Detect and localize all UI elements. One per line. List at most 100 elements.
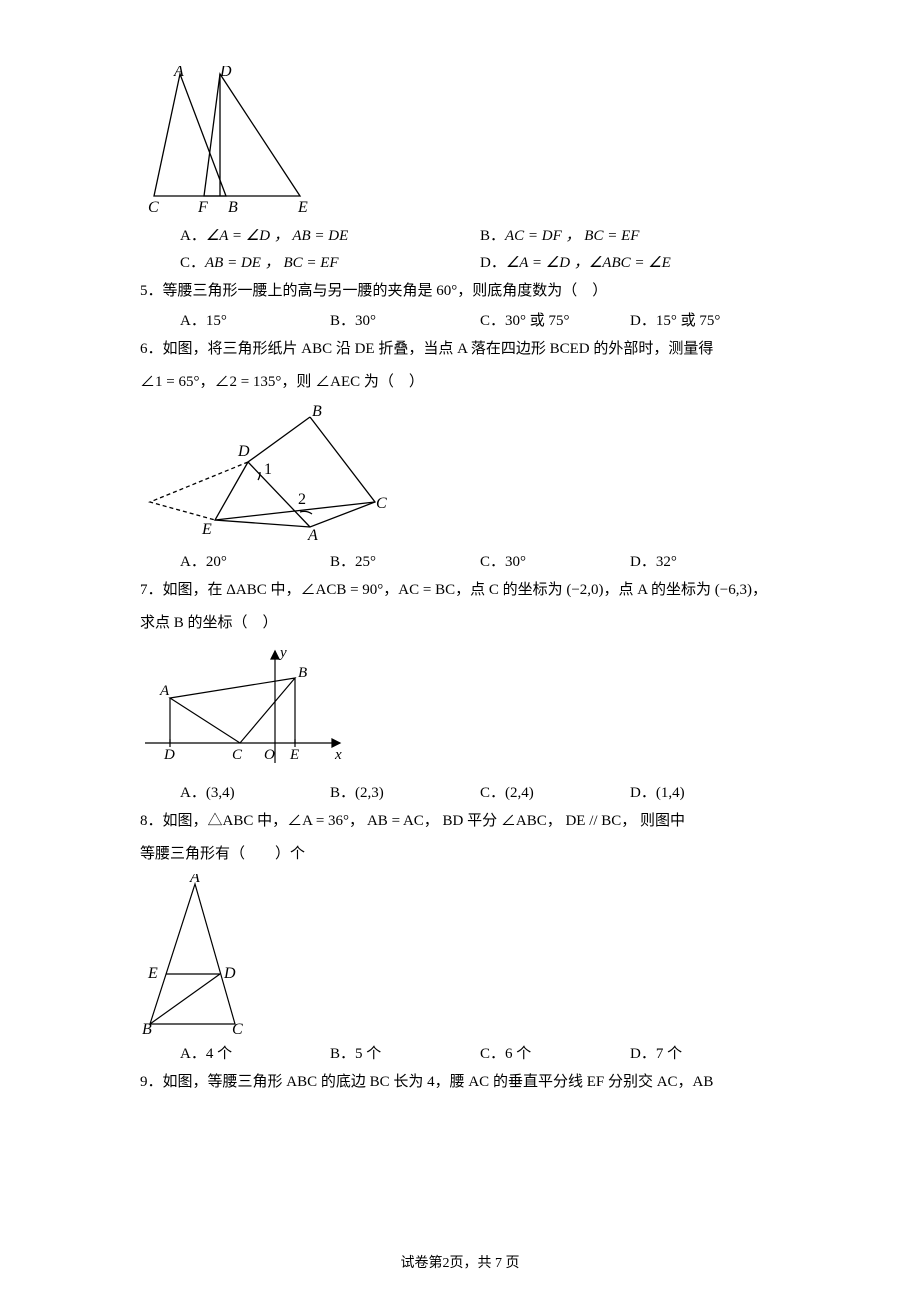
q7-svg: y x A B C D O E [140, 643, 350, 773]
q4-figure: A D C F B E [140, 66, 780, 216]
label-C: C [232, 1021, 243, 1034]
opt-text: (1,4) [656, 785, 685, 801]
label-E: E [289, 747, 299, 763]
label-O: O [264, 747, 275, 763]
q4-svg: A D C F B E [140, 66, 330, 216]
opt-prefix: B． [330, 554, 355, 570]
q6-opt-a: A．20° [180, 550, 330, 571]
opt-prefix: B． [480, 228, 505, 244]
opt-prefix: D． [480, 255, 506, 271]
opt-text: 6 个 [505, 1046, 531, 1062]
q5-opt-d: D．15° 或 75° [630, 309, 780, 330]
opt-prefix: B． [330, 313, 355, 329]
label-A: A [159, 683, 170, 699]
q5-opt-b: B．30° [330, 309, 480, 330]
q7-options: A．(3,4) B．(2,3) C．(2,4) D．(1,4) [180, 781, 780, 802]
label-E: E [297, 199, 308, 216]
opt-text: 25° [355, 554, 376, 570]
q5-opt-c: C．30° 或 75° [480, 309, 630, 330]
q4-opt-a: A．∠A = ∠D ， AB = DE [180, 224, 480, 245]
opt-prefix: A． [180, 228, 206, 244]
q6-opt-c: C．30° [480, 550, 630, 571]
label-B: B [298, 665, 307, 681]
q6-figure: B D E A C 1 2 [140, 402, 780, 542]
label-y: y [278, 645, 287, 661]
opt-text: 7 个 [656, 1046, 682, 1062]
q8-opt-c: C．6 个 [480, 1042, 630, 1063]
label-2: 2 [298, 491, 306, 508]
opt-text: 30° 或 75° [505, 313, 570, 329]
q8-opt-d: D．7 个 [630, 1042, 780, 1063]
opt-text: (3,4) [206, 785, 235, 801]
q7-line1: 7．如图，在 ΔABC 中，∠ACB = 90°，AC = BC，点 C 的坐标… [140, 577, 780, 604]
q4-opt-c: C．AB = DE ， BC = EF [180, 251, 480, 272]
opt-prefix: A． [180, 313, 206, 329]
label-B: B [228, 199, 238, 216]
label-D: D [163, 747, 175, 763]
text: 8．如图，△ABC 中，∠A = 36°， AB = AC， BD 平分 ∠AB… [140, 813, 685, 829]
text: 6．如图，将三角形纸片 ABC 沿 DE 折叠，当点 A 落在四边形 BCED … [140, 341, 713, 357]
opt-prefix: C． [480, 554, 505, 570]
opt-text: 15° 或 75° [656, 313, 721, 329]
q4-opt-b: B．AC = DF ， BC = EF [480, 224, 780, 245]
q6-svg: B D E A C 1 2 [140, 402, 390, 542]
q4-options-row2: C．AB = DE ， BC = EF D．∠A = ∠D ，∠ABC = ∠E [180, 251, 780, 272]
label-C: C [232, 747, 243, 763]
label-1: 1 [264, 461, 272, 478]
q6-opt-b: B．25° [330, 550, 480, 571]
opt-text: 5 个 [355, 1046, 381, 1062]
opt-prefix: A． [180, 554, 206, 570]
opt-text: 30° [505, 554, 526, 570]
q7-opt-d: D．(1,4) [630, 781, 780, 802]
q8-opt-a: A．4 个 [180, 1042, 330, 1063]
label-F: F [197, 199, 208, 216]
label-A: A [189, 874, 200, 886]
opt-prefix: C． [480, 313, 505, 329]
q7-figure: y x A B C D O E [140, 643, 780, 773]
opt-text: AC = DF ， BC = EF [505, 228, 639, 244]
label-D: D [237, 443, 250, 460]
text: ∠1 = 65°，∠2 = 135°，则 ∠AEC 为（ ） [140, 374, 424, 390]
opt-text: 15° [206, 313, 227, 329]
opt-prefix: C． [480, 785, 505, 801]
q8-figure: A E D B C [140, 874, 780, 1034]
q7-line2: 求点 B 的坐标（ ） [140, 610, 780, 637]
q7-opt-b: B．(2,3) [330, 781, 480, 802]
q6-options: A．20° B．25° C．30° D．32° [180, 550, 780, 571]
opt-prefix: D． [630, 1046, 656, 1062]
opt-prefix: D． [630, 785, 656, 801]
label-C: C [376, 495, 387, 512]
q9-text: 9．如图，等腰三角形 ABC 的底边 BC 长为 4，腰 AC 的垂直平分线 E… [140, 1069, 780, 1096]
opt-text: 4 个 [206, 1046, 232, 1062]
q8-line2: 等腰三角形有（ ）个 [140, 841, 780, 868]
label-x: x [334, 747, 342, 763]
opt-text: (2,3) [355, 785, 384, 801]
opt-text: 30° [355, 313, 376, 329]
q5-text: 5．等腰三角形一腰上的高与另一腰的夹角是 60°，则底角度数为（ ） [140, 278, 780, 305]
q8-options: A．4 个 B．5 个 C．6 个 D．7 个 [180, 1042, 780, 1063]
label-C: C [148, 199, 159, 216]
q8-line1: 8．如图，△ABC 中，∠A = 36°， AB = AC， BD 平分 ∠AB… [140, 808, 780, 835]
opt-prefix: A． [180, 1046, 206, 1062]
label-A: A [173, 66, 184, 80]
opt-text: 32° [656, 554, 677, 570]
opt-prefix: C． [180, 255, 205, 271]
opt-text: AB = DE ， BC = EF [205, 255, 339, 271]
label-B: B [142, 1021, 152, 1034]
opt-text: ∠A = ∠D ，∠ABC = ∠E [506, 255, 671, 271]
label-E: E [147, 965, 158, 982]
label-B: B [312, 403, 322, 420]
label-D: D [223, 965, 236, 982]
q7-opt-c: C．(2,4) [480, 781, 630, 802]
label-D: D [219, 66, 232, 80]
text: 等腰三角形有（ ）个 [140, 846, 305, 862]
opt-text: (2,4) [505, 785, 534, 801]
opt-prefix: B． [330, 1046, 355, 1062]
opt-prefix: D． [630, 313, 656, 329]
opt-prefix: B． [330, 785, 355, 801]
q6-line2: ∠1 = 65°，∠2 = 135°，则 ∠AEC 为（ ） [140, 369, 780, 396]
label-E: E [201, 521, 212, 538]
q6-opt-d: D．32° [630, 550, 780, 571]
text: 求点 B 的坐标（ ） [140, 615, 278, 631]
q8-opt-b: B．5 个 [330, 1042, 480, 1063]
